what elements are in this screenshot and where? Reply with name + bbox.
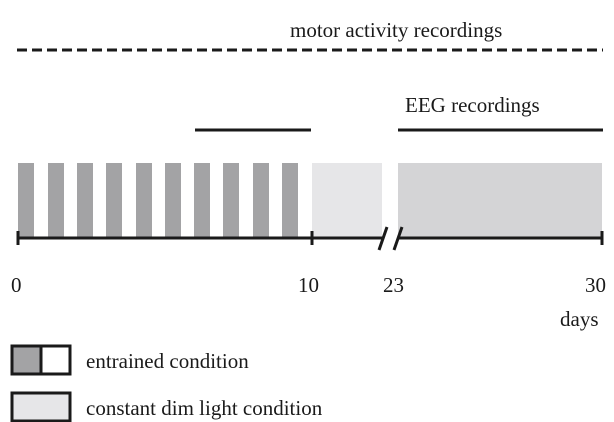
axis-break-mark xyxy=(377,226,389,251)
legend-entrained-label: entrained condition xyxy=(86,349,249,373)
dark-stripe xyxy=(136,163,152,237)
dark-stripe xyxy=(48,163,64,237)
legend: entrained condition constant dim light c… xyxy=(10,344,323,422)
legend-entrained-swatch-dark xyxy=(10,344,43,376)
days-unit-label: days xyxy=(560,307,599,331)
dark-stripe xyxy=(253,163,269,237)
tick-label-10: 10 xyxy=(298,273,319,297)
dark-stripe xyxy=(77,163,93,237)
dark-stripe xyxy=(18,163,34,237)
dark-stripe xyxy=(165,163,181,237)
legend-constant-dim-label: constant dim light condition xyxy=(86,396,323,420)
timeline-axis xyxy=(16,226,604,251)
dark-stripe xyxy=(223,163,239,237)
constant-dim-block xyxy=(312,163,382,237)
tick-label-30: 30 xyxy=(585,273,606,297)
tick-label-23: 23 xyxy=(383,273,404,297)
eeg-recordings-label: EEG recordings xyxy=(405,93,540,117)
tick-label-0: 0 xyxy=(11,273,22,297)
axis-break-mark xyxy=(392,226,404,251)
dark-stripe xyxy=(194,163,210,237)
legend-entrained-swatch-light xyxy=(39,344,72,376)
eeg-period-block xyxy=(398,163,602,237)
motor-activity-label: motor activity recordings xyxy=(290,18,502,42)
legend-constant-dim-swatch xyxy=(10,391,72,422)
dark-stripe xyxy=(282,163,298,237)
dark-stripe xyxy=(106,163,122,237)
entrained-stripes xyxy=(18,163,298,237)
